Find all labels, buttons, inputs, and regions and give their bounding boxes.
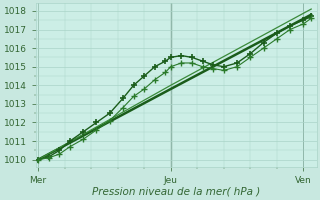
X-axis label: Pression niveau de la mer( hPa ): Pression niveau de la mer( hPa ) [92, 187, 260, 197]
